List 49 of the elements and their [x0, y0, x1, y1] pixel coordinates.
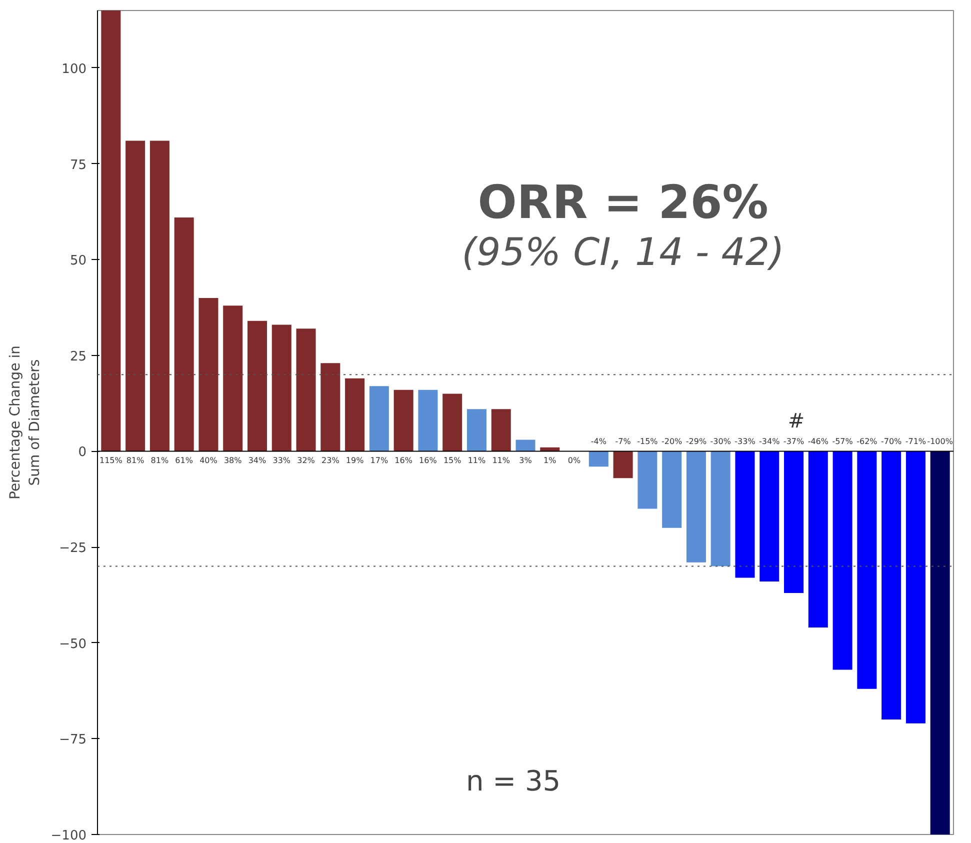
data-label: -70%: [880, 437, 902, 446]
annotation: (95% CI, 14 - 42): [462, 230, 784, 274]
y-tick-label: −75: [59, 732, 87, 748]
data-label: -100%: [927, 437, 954, 446]
data-label: 40%: [200, 456, 218, 466]
data-label: -20%: [661, 437, 683, 446]
data-label: -29%: [686, 437, 707, 446]
annotation: #: [788, 408, 805, 433]
data-label: -7%: [615, 437, 632, 446]
data-label: 33%: [272, 456, 291, 466]
data-label: -62%: [856, 437, 878, 446]
y-tick-label: −100: [50, 828, 87, 843]
data-label: 61%: [175, 456, 194, 466]
data-label: 115%: [99, 456, 123, 466]
data-label: 11%: [492, 456, 510, 466]
data-label: -30%: [710, 437, 732, 446]
annotation: ORR = 26%: [478, 175, 768, 230]
data-label: 16%: [394, 456, 413, 466]
data-label: -46%: [808, 437, 829, 446]
y-tick-label: 75: [70, 158, 87, 173]
data-label: 3%: [519, 456, 532, 466]
data-label: -4%: [590, 437, 607, 446]
data-label: 81%: [126, 456, 145, 466]
data-label: 16%: [419, 456, 438, 466]
y-axis-title: Percentage Change in Sum of Diameters: [8, 345, 43, 500]
data-label: 0%: [568, 456, 582, 466]
annotation: n = 35: [466, 764, 561, 798]
y-tick-label: 50: [70, 254, 87, 269]
y-tick-label: 100: [62, 62, 87, 77]
data-label: 1%: [544, 456, 557, 466]
data-label: 38%: [224, 456, 242, 466]
y-tick-label: −50: [59, 636, 87, 652]
data-label: 11%: [468, 456, 486, 466]
data-label: 32%: [297, 456, 316, 466]
y-tick-label: −25: [59, 541, 87, 556]
data-label: -71%: [905, 437, 926, 446]
data-label: -57%: [832, 437, 854, 446]
y-tick-label: 0: [78, 445, 87, 460]
data-label: 23%: [322, 456, 340, 466]
data-label: 34%: [248, 456, 267, 466]
data-label: -33%: [734, 437, 756, 446]
data-label: 19%: [346, 456, 364, 466]
data-label: 17%: [370, 456, 388, 466]
data-label: 15%: [443, 456, 462, 466]
data-label: -37%: [783, 437, 804, 446]
data-label: -34%: [759, 437, 780, 446]
data-label: -15%: [637, 437, 658, 446]
y-tick-label: 25: [70, 349, 87, 364]
data-label: 81%: [150, 456, 169, 466]
